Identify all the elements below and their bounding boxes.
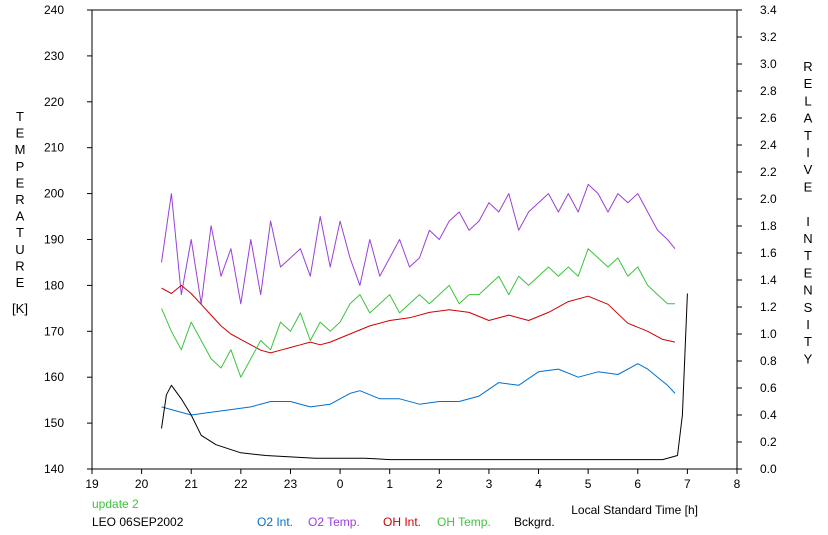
x-tick-label: 2	[436, 477, 443, 491]
y-right-tick-label: 0.2	[760, 435, 777, 449]
axes: 19 20 21 22 23 0 1 2 3 4 5 6 7 8140150160170180190200…	[44, 3, 777, 491]
x-tick-label: 22	[234, 477, 248, 491]
x-tick-label: 21	[185, 477, 199, 491]
y-right-tick-label: 0.4	[760, 408, 777, 422]
y-right-title-char: A	[804, 111, 813, 126]
y-left-title-char: R	[15, 192, 24, 207]
legend-item-oh-int: OH Int.	[383, 515, 421, 529]
series-line-oh-int	[161, 284, 676, 354]
y-right-tick-label: 0.8	[760, 354, 777, 368]
y-left-title-char: R	[15, 258, 24, 273]
y-right-tick-label: 1.0	[760, 327, 777, 341]
y-right-title-char: Y	[804, 351, 813, 366]
y-left-unit: [K]	[12, 301, 28, 316]
series-line-oh-temp	[161, 248, 675, 378]
y-left-tick-label: 150	[44, 416, 64, 430]
y-right-title-char: L	[804, 93, 811, 108]
y-right-title-char: S	[804, 300, 813, 315]
y-left-title-char: T	[16, 225, 24, 240]
y-right-title-char: E	[804, 265, 813, 280]
y-left-tick-label: 170	[44, 324, 64, 338]
y-left-tick-label: 200	[44, 187, 64, 201]
y-right-title-char: I	[806, 317, 810, 332]
plot-area	[161, 183, 688, 461]
y-right-title-char: I	[806, 214, 810, 229]
y-right-tick-label: 2.2	[760, 165, 777, 179]
legend-item-oh-temp: OH Temp.	[437, 515, 491, 529]
series-line-o2-int	[161, 363, 676, 416]
legend: update 2 LEO 06SEP2002 O2 Int. O2 Temp. …	[92, 497, 555, 529]
y-right-tick-label: 3.0	[760, 57, 777, 71]
y-right-tick-label: 2.0	[760, 192, 777, 206]
y-left-title-char: E	[16, 126, 25, 141]
y-left-tick-label: 180	[44, 278, 64, 292]
y-right-title-char: R	[803, 59, 812, 74]
y-right-title-char: E	[804, 179, 813, 194]
legend-item-o2-int: O2 Int.	[257, 515, 293, 529]
y-right-title-char: T	[804, 334, 812, 349]
legend-note-update: update 2	[92, 497, 139, 511]
y-right-tick-label: 2.8	[760, 84, 777, 98]
y-left-title-char: U	[15, 242, 24, 257]
x-tick-label: 5	[585, 477, 592, 491]
x-tick-label: 8	[734, 477, 741, 491]
series-line-bckgrd	[161, 293, 688, 461]
y-left-tick-label: 140	[44, 462, 64, 476]
y-right-tick-label: 3.2	[760, 30, 777, 44]
x-tick-label: 7	[684, 477, 691, 491]
series-line-o2-temp	[161, 183, 676, 305]
y-left-tick-label: 210	[44, 141, 64, 155]
x-tick-label: 23	[284, 477, 298, 491]
y-left-title-char: T	[16, 109, 24, 124]
y-right-tick-label: 2.4	[760, 138, 777, 152]
x-tick-label: 20	[135, 477, 149, 491]
legend-item-o2-temp: O2 Temp.	[308, 515, 360, 529]
y-right-title-char: I	[806, 145, 810, 160]
plot-frame	[91, 9, 738, 470]
y-left-tick-label: 190	[44, 233, 64, 247]
y-right-tick-label: 1.6	[760, 246, 777, 260]
y-right-title-char: N	[803, 231, 812, 246]
y-left-title-char: M	[15, 142, 26, 157]
y-right-tick-label: 1.4	[760, 273, 777, 287]
y-right-title-char: E	[804, 76, 813, 91]
y-left-tick-label: 220	[44, 95, 64, 109]
y-right-title-char: T	[804, 248, 812, 263]
x-tick-label: 1	[386, 477, 393, 491]
y-left-tick-label: 240	[44, 3, 64, 17]
y-right-title-char: T	[804, 128, 812, 143]
y-right-tick-label: 0.6	[760, 381, 777, 395]
y-left-title-char: A	[16, 209, 25, 224]
y-right-tick-label: 0.0	[760, 462, 777, 476]
x-tick-label: 19	[85, 477, 99, 491]
y-right-title-char: N	[803, 283, 812, 298]
y-left-title-char: E	[16, 275, 25, 290]
y-left-title-char: P	[16, 159, 25, 174]
y-right-tick-label: 3.4	[760, 3, 777, 17]
y-right-tick-label: 1.8	[760, 219, 777, 233]
legend-item-bckgrd: Bckgrd.	[514, 515, 555, 529]
y-left-tick-label: 230	[44, 49, 64, 63]
y-right-tick-label: 2.6	[760, 111, 777, 125]
x-tick-label: 0	[337, 477, 344, 491]
x-tick-label: 6	[634, 477, 641, 491]
x-axis-title: Local Standard Time [h]	[571, 503, 698, 517]
x-tick-label: 3	[486, 477, 493, 491]
y-left-tick-label: 160	[44, 370, 64, 384]
legend-note-date: LEO 06SEP2002	[92, 515, 184, 529]
y-right-tick-label: 1.2	[760, 300, 777, 314]
y-right-title-char: V	[804, 162, 813, 177]
x-tick-label: 4	[535, 477, 542, 491]
y-left-title-char: E	[16, 175, 25, 190]
